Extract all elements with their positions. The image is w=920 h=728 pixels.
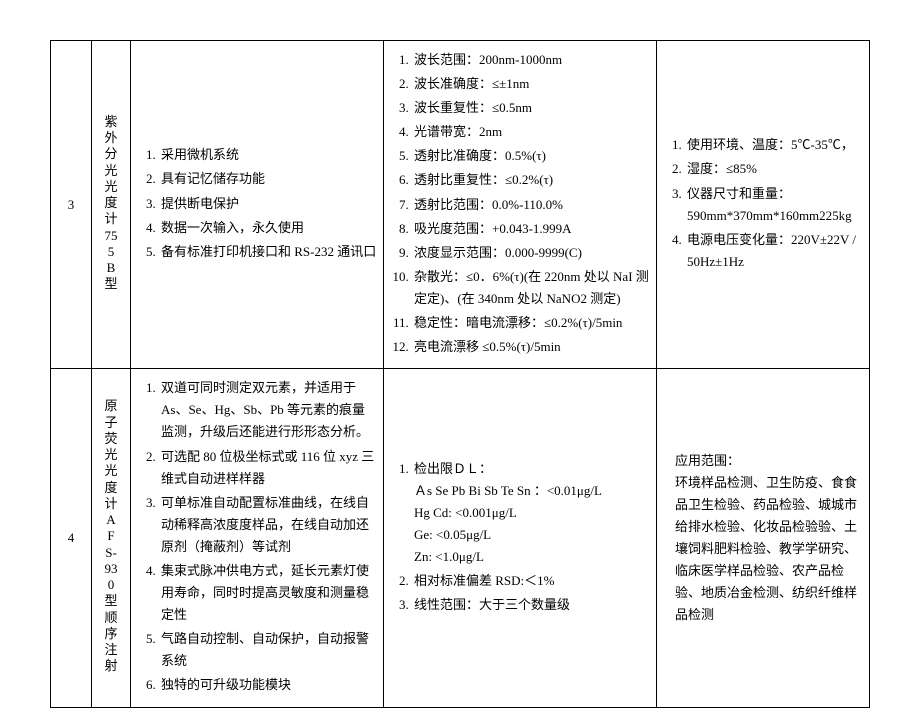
applications-cell: 应用范围： 环境样品检测、卫生防疫、食食品卫生检验、药品检验、城城市给排水检验、…	[657, 369, 870, 707]
conditions-list: 使用环境、温度：5℃-35℃， 湿度：≤85% 仪器尺寸和重量：590mm*37…	[663, 134, 863, 273]
list-item: 波长范围：200nm-1000nm	[412, 49, 650, 71]
list-item: 气路自动控制、自动保护，自动报警系统	[159, 628, 377, 672]
instrument-name: 紫外分光光度计755B型	[92, 41, 131, 369]
list-item: 双道可同时测定双元素，并适用于 As、Se、Hg、Sb、Pb 等元素的痕量监测，…	[159, 377, 377, 443]
list-item: 稳定性：暗电流漂移：≤0.2%(τ)/5min	[412, 312, 650, 334]
list-item: 相对标准偏差 RSD:＜1%	[412, 570, 650, 592]
instrument-name: 原子荧光光度计AFS-930型顺序注射	[92, 369, 131, 707]
list-item: 数据一次输入，永久使用	[159, 217, 377, 239]
features-cell: 双道可同时测定双元素，并适用于 As、Se、Hg、Sb、Pb 等元素的痕量监测，…	[131, 369, 384, 707]
specs-cell: 波长范围：200nm-1000nm 波长准确度：≤±1nm 波长重复性：≤0.5…	[384, 41, 657, 369]
instrument-name-text: 原子荧光光度计AFS-930型顺序注射	[105, 398, 118, 674]
spec-table: 3 紫外分光光度计755B型 采用微机系统 具有记忆储存功能 提供断电保护 数据…	[50, 40, 870, 708]
features-list: 双道可同时测定双元素，并适用于 As、Se、Hg、Sb、Pb 等元素的痕量监测，…	[137, 377, 377, 696]
specs-cell: 检出限ＤＬ： Ａs Se Pb Bi Sb Te Sn ：<0.01μg/L H…	[384, 369, 657, 707]
list-item: 备有标准打印机接口和 RS-232 通讯口	[159, 241, 377, 263]
specs-list: 波长范围：200nm-1000nm 波长准确度：≤±1nm 波长重复性：≤0.5…	[390, 49, 650, 358]
list-item: 可选配 80 位极坐标式或 116 位 xyz 三维式自动进样样器	[159, 446, 377, 490]
list-item: 透射比重复性：≤0.2%(τ)	[412, 169, 650, 191]
features-cell: 采用微机系统 具有记忆储存功能 提供断电保护 数据一次输入，永久使用 备有标准打…	[131, 41, 384, 369]
list-item: 使用环境、温度：5℃-35℃，	[685, 134, 863, 156]
list-item: 亮电流漂移 ≤0.5%(τ)/5min	[412, 336, 650, 358]
applications-header: 应用范围：	[663, 450, 863, 472]
list-item: 电源电压变化量：220V±22V / 50Hz±1Hz	[685, 229, 863, 273]
row-index: 4	[51, 369, 92, 707]
table-row: 4 原子荧光光度计AFS-930型顺序注射 双道可同时测定双元素，并适用于 As…	[51, 369, 870, 707]
list-item: 仪器尺寸和重量：590mm*370mm*160mm225kg	[685, 183, 863, 227]
list-item: 透射比准确度：0.5%(τ)	[412, 145, 650, 167]
list-item: 检出限ＤＬ： Ａs Se Pb Bi Sb Te Sn ：<0.01μg/L H…	[412, 458, 650, 568]
specs-list: 检出限ＤＬ： Ａs Se Pb Bi Sb Te Sn ：<0.01μg/L H…	[390, 458, 650, 617]
features-list: 采用微机系统 具有记忆储存功能 提供断电保护 数据一次输入，永久使用 备有标准打…	[137, 144, 377, 262]
list-item: 杂散光：≤0．6%(τ)(在 220nm 处以 NaI 测定定)、(在 340n…	[412, 266, 650, 310]
list-item: 具有记忆储存功能	[159, 168, 377, 190]
applications-body: 环境样品检测、卫生防疫、食食品卫生检验、药品检验、城城市给排水检验、化妆品检验验…	[663, 472, 863, 627]
list-item: 波长准确度：≤±1nm	[412, 73, 650, 95]
list-item: 湿度：≤85%	[685, 158, 863, 180]
list-item: 采用微机系统	[159, 144, 377, 166]
list-item: 提供断电保护	[159, 193, 377, 215]
table-row: 3 紫外分光光度计755B型 采用微机系统 具有记忆储存功能 提供断电保护 数据…	[51, 41, 870, 369]
list-item: 集束式脉冲供电方式，延长元素灯使用寿命，同时时提高灵敏度和测量稳定性	[159, 560, 377, 626]
list-item: 可单标准自动配置标准曲线，在线自动稀释高浓度度样品，在线自动加还原剂（掩蔽剂）等…	[159, 492, 377, 558]
row-index: 3	[51, 41, 92, 369]
list-item: 独特的可升级功能模块	[159, 674, 377, 696]
instrument-name-text: 紫外分光光度计755B型	[105, 114, 118, 293]
list-item: 吸光度范围：+0.043-1.999A	[412, 218, 650, 240]
list-item: 线性范围：大于三个数量级	[412, 594, 650, 616]
list-item: 浓度显示范围：0.000-9999(C)	[412, 242, 650, 264]
list-item: 透射比范围：0.0%-110.0%	[412, 194, 650, 216]
list-item: 光谱带宽：2nm	[412, 121, 650, 143]
list-item: 波长重复性：≤0.5nm	[412, 97, 650, 119]
conditions-cell: 使用环境、温度：5℃-35℃， 湿度：≤85% 仪器尺寸和重量：590mm*37…	[657, 41, 870, 369]
